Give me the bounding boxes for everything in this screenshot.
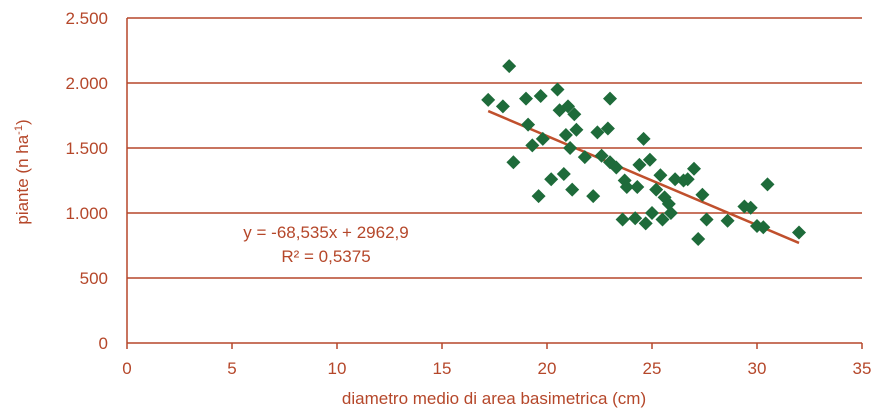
- data-point: [653, 168, 668, 183]
- x-tick-label: 0: [122, 359, 131, 378]
- data-point: [533, 89, 548, 103]
- trend-equation: y = -68,535x + 2962,9: [243, 223, 408, 242]
- data-point: [577, 150, 592, 165]
- axes: [126, 18, 862, 344]
- y-tick-labels: 0 500 1.000 1.500 2.000 2.500: [65, 9, 108, 353]
- data-point: [535, 131, 550, 146]
- data-point: [699, 212, 714, 227]
- data-point: [632, 157, 647, 172]
- data-point: [519, 91, 533, 106]
- data-point: [645, 206, 659, 220]
- data-point: [760, 177, 775, 192]
- y-axis-label-sup: -1: [13, 125, 25, 135]
- x-axis-label: diametro medio di area basimetrica (cm): [342, 389, 646, 408]
- trendline: [487, 109, 800, 245]
- x-tick-label: 25: [643, 359, 662, 378]
- x-tick-labels: 0 5 10 15 20 25 30 35: [122, 343, 871, 378]
- data-point: [687, 161, 701, 176]
- data-point: [590, 125, 605, 140]
- y-tick-label: 2.500: [65, 9, 108, 28]
- data-point: [544, 172, 559, 187]
- data-point: [691, 232, 706, 246]
- data-point: [695, 187, 710, 202]
- data-point: [609, 160, 624, 175]
- data-point: [600, 121, 615, 136]
- x-tick-label: 30: [748, 359, 767, 378]
- x-tick-label: 10: [328, 359, 347, 378]
- data-point: [630, 180, 645, 194]
- data-point: [502, 59, 517, 74]
- x-tick-label: 5: [227, 359, 236, 378]
- data-point: [563, 141, 578, 155]
- data-point: [521, 117, 536, 132]
- trendline-group: [487, 109, 800, 245]
- data-point: [619, 180, 634, 194]
- data-point: [506, 155, 521, 170]
- x-tick-label: 15: [433, 359, 452, 378]
- y-axis-label-end: ): [13, 119, 32, 125]
- data-point: [569, 122, 584, 137]
- data-point: [642, 152, 657, 167]
- data-points: [481, 59, 806, 246]
- data-point: [743, 200, 758, 215]
- y-tick-label: 500: [80, 269, 108, 288]
- data-point: [525, 138, 540, 153]
- data-point: [603, 91, 617, 106]
- data-point: [495, 99, 510, 114]
- data-point: [556, 167, 571, 181]
- y-axis-label: piante (n ha-1): [13, 119, 32, 224]
- gridlines: [127, 17, 862, 279]
- data-point: [531, 189, 546, 204]
- data-point: [628, 211, 643, 226]
- y-tick-label: 2.000: [65, 74, 108, 93]
- y-tick-label: 1.500: [65, 139, 108, 158]
- data-point: [663, 206, 678, 220]
- data-point: [558, 128, 573, 142]
- data-point: [565, 182, 580, 197]
- data-point: [567, 107, 582, 122]
- x-tick-label: 35: [853, 359, 872, 378]
- data-point: [638, 216, 653, 231]
- data-point: [668, 172, 683, 187]
- x-tick-label: 20: [538, 359, 557, 378]
- y-axis-label-main: piante (n ha: [13, 134, 32, 224]
- data-point: [756, 220, 771, 235]
- data-point: [481, 92, 496, 107]
- r-squared: R² = 0,5375: [281, 247, 370, 266]
- data-point: [561, 99, 575, 114]
- data-point: [680, 172, 695, 187]
- data-point: [636, 131, 651, 146]
- data-point: [720, 213, 735, 228]
- data-point: [792, 225, 806, 240]
- y-tick-label: 1.000: [65, 204, 108, 223]
- data-point: [615, 212, 630, 227]
- data-point: [655, 212, 670, 227]
- data-point: [550, 82, 565, 97]
- data-point: [594, 148, 609, 163]
- y-tick-label: 0: [99, 334, 108, 353]
- data-point: [586, 189, 601, 204]
- data-point: [649, 182, 664, 197]
